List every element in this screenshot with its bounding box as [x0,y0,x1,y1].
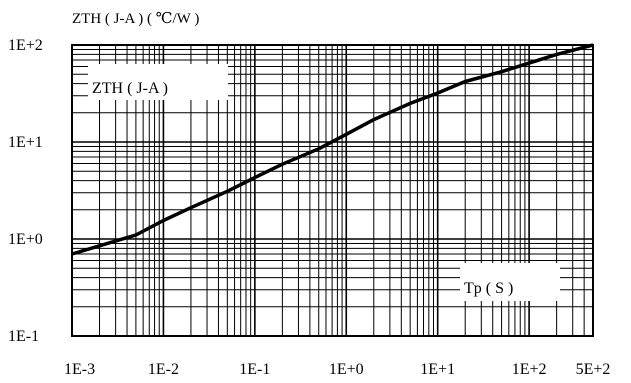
series-label: ZTH ( J-A ) [92,80,168,97]
x-tick-label: 1E+2 [512,361,547,378]
y-tick-labels: 1E+2 1E+1 1E+0 1E-1 [8,37,43,345]
y-tick-label: 1E+0 [8,231,43,248]
x-axis-label-box: Tp ( S ) [460,263,560,301]
chart-title: ZTH ( J-A ) ( ℃/W ) [72,11,199,27]
series-layer [71,43,594,256]
x-tick-labels: 1E-3 1E-2 1E-1 1E+0 1E+1 1E+2 5E+2 [64,361,610,378]
series-line [71,43,594,256]
y-tick-label: 1E-1 [8,328,39,345]
x-tick-label: 1E-2 [148,361,179,378]
y-tick-label: 1E+2 [8,37,43,54]
x-tick-label: 1E-3 [64,361,95,378]
plot-frame [71,44,594,337]
x-tick-label: 1E-1 [239,361,270,378]
x-tick-label: 5E+2 [576,361,611,378]
x-tick-label: 1E+1 [420,361,455,378]
y-tick-label: 1E+1 [8,134,43,151]
x-axis-label: Tp ( S ) [464,280,513,297]
x-tick-label: 1E+0 [329,361,364,378]
series-label-box: ZTH ( J-A ) [88,64,228,100]
